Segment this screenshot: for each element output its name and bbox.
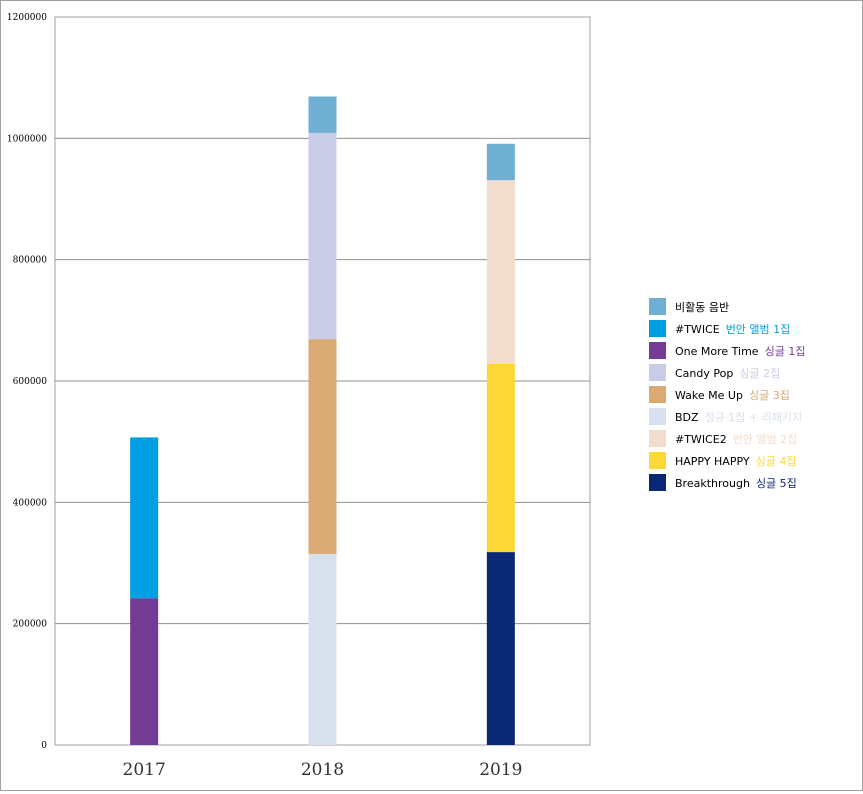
legend-swatch: [649, 452, 666, 469]
y-tick-label: 0: [41, 741, 47, 751]
legend-series-tag: 싱글 4집: [756, 455, 797, 468]
legend-series-name: #TWICE2: [675, 433, 727, 446]
legend-series-tag: 번안 앨범 2집: [733, 433, 798, 446]
legend-series-name: BDZ: [675, 411, 699, 424]
legend-item: HAPPY HAPPY 싱글 4집: [649, 452, 796, 469]
bar-segment: [308, 553, 337, 745]
bar-segment: [130, 437, 159, 599]
legend-item: BDZ 정규 1집 + 리패키지: [649, 408, 802, 425]
legend-swatch: [649, 320, 666, 337]
legend-item: #TWICE2 번안 앨범 2집: [649, 430, 797, 447]
legend-item: One More Time 싱글 1집: [649, 342, 805, 359]
legend-series-tag: 번안 앨범 1집: [726, 323, 791, 336]
legend-series-name: One More Time: [675, 345, 759, 358]
x-tick-label: 2019: [479, 760, 522, 780]
legend-item: Wake Me Up 싱글 3집: [649, 386, 790, 403]
legend-series-name: #TWICE: [675, 323, 720, 336]
y-tick-label: 600000: [13, 377, 48, 387]
bar-segment: [486, 143, 515, 181]
legend-item: 비활동 음반: [649, 298, 729, 315]
legend-swatch: [649, 430, 666, 447]
legend-swatch: [649, 342, 666, 359]
y-tick-label: 400000: [13, 498, 48, 508]
bar-segment: [308, 132, 337, 340]
legend-series-name: Candy Pop: [675, 367, 733, 380]
legend-swatch: [649, 298, 666, 315]
bar-segment: [486, 364, 515, 553]
y-axis-ticks: 0 200000 400000 600000 800000 1000000 1200000: [7, 13, 47, 751]
x-tick-label: 2017: [123, 760, 166, 780]
legend-series-name: HAPPY HAPPY: [675, 455, 750, 468]
bar-segment: [486, 552, 515, 745]
legend-label: Candy Pop 싱글 2집: [675, 367, 780, 380]
bar-segment: [130, 598, 159, 745]
legend-label: HAPPY HAPPY 싱글 4집: [675, 455, 796, 468]
y-tick-label: 200000: [13, 620, 48, 630]
legend-label: One More Time 싱글 1집: [675, 345, 805, 358]
x-axis-ticks: 2017 2018 2019: [123, 760, 523, 780]
legend-label: 비활동 음반: [675, 300, 729, 314]
bars: [130, 96, 515, 745]
bar-segment: [486, 180, 515, 365]
legend-series-name: Breakthrough: [675, 477, 750, 490]
legend-label: #TWICE2 번안 앨범 2집: [675, 433, 797, 446]
legend-label: Breakthrough 싱글 5집: [675, 477, 797, 490]
x-tick-label: 2018: [301, 760, 344, 780]
legend-swatch: [649, 386, 666, 403]
legend-series-tag: 싱글 2집: [739, 367, 780, 380]
legend-swatch: [649, 364, 666, 381]
y-tick-label: 800000: [13, 256, 48, 266]
bar-segment: [308, 339, 337, 554]
legend: 비활동 음반 #TWICE 번안 앨범 1집 One More Time 싱글 1집 Ca…: [649, 298, 805, 491]
legend-series-tag: 싱글 5집: [756, 477, 797, 490]
y-tick-label: 1000000: [7, 134, 47, 144]
legend-series-tag: 정규 1집 + 리패키지: [705, 411, 803, 424]
legend-label: #TWICE 번안 앨범 1집: [675, 323, 790, 336]
legend-series-tag: 싱글 3집: [749, 389, 790, 402]
legend-item: Breakthrough 싱글 5집: [649, 474, 797, 491]
legend-swatch: [649, 408, 666, 425]
y-tick-label: 1200000: [7, 13, 47, 23]
legend-label: Wake Me Up 싱글 3집: [675, 389, 790, 402]
legend-item: #TWICE 번안 앨범 1집: [649, 320, 790, 337]
legend-label: BDZ 정규 1집 + 리패키지: [675, 411, 802, 424]
bar-segment: [308, 96, 337, 133]
legend-series-name: Wake Me Up: [675, 389, 743, 402]
legend-item: Candy Pop 싱글 2집: [649, 364, 780, 381]
legend-series-name: 비활동 음반: [675, 300, 729, 314]
legend-swatch: [649, 474, 666, 491]
legend-series-tag: 싱글 1집: [765, 345, 806, 358]
